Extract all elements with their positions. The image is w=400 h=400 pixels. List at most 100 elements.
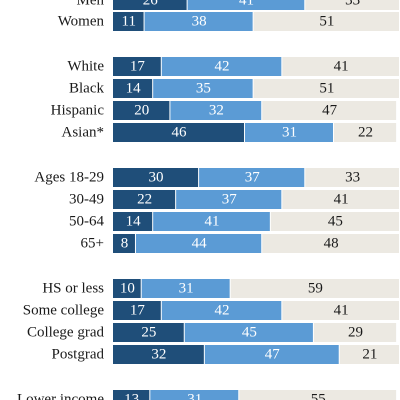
- bar-row-asian: Asian* 46 31 22: [62, 123, 397, 142]
- data-label-1-postgrad: 32: [151, 347, 166, 363]
- bar-segment-1-lower-income: [113, 390, 150, 400]
- row-label-hs-or-less: HS or less: [42, 281, 104, 297]
- bar-segment-1-college-grad: [113, 323, 184, 342]
- data-label-2-lower-income: 31: [187, 392, 202, 400]
- row-label-30-49: 30-49: [69, 192, 104, 208]
- bar-row-65: 65+ 8 44 48: [81, 234, 399, 253]
- data-label-1-asian: 46: [172, 125, 188, 141]
- data-label-2-hispanic: 32: [209, 103, 224, 119]
- data-label-3-college-grad: 29: [348, 325, 363, 341]
- bar-segment-2-black: [153, 79, 253, 98]
- row-label-some-college: Some college: [23, 303, 105, 319]
- data-label-1-30-49: 22: [137, 192, 152, 208]
- row-label-postgrad: Postgrad: [52, 347, 105, 363]
- row-label-black: Black: [69, 81, 104, 97]
- bar-segment-2-college-grad: [184, 323, 313, 342]
- bar-segment-1-ages-18-29: [113, 168, 199, 187]
- row-label-hispanic: Hispanic: [51, 103, 105, 119]
- data-label-2-college-grad: 45: [242, 325, 257, 341]
- data-label-2-white: 42: [215, 59, 230, 75]
- data-label-2-50-64: 41: [205, 214, 220, 230]
- bar-segment-1-hispanic: [113, 101, 170, 120]
- row-label-50-64: 50-64: [69, 214, 104, 230]
- data-label-2-asian: 31: [282, 125, 297, 141]
- bar-segment-1-women: [113, 12, 144, 31]
- data-label-1-hispanic: 20: [134, 103, 149, 119]
- bar-segment-1-white: [113, 57, 161, 76]
- bar-row-hispanic: Hispanic 20 32 47: [51, 101, 397, 120]
- data-label-1-50-64: 14: [126, 214, 142, 230]
- data-label-3-30-49: 41: [334, 192, 349, 208]
- data-label-1-65: 8: [121, 236, 129, 252]
- row-label-white: White: [67, 59, 104, 75]
- data-label-1-hs-or-less: 10: [120, 281, 135, 297]
- row-label-ages-18-29: Ages 18-29: [34, 170, 104, 186]
- bar-row-lower-income: Lower income 13 31 55: [17, 390, 397, 400]
- bar-segment-2-white: [161, 57, 282, 76]
- bar-row-30-49: 30-49 22 37 41: [69, 190, 399, 209]
- data-label-3-women: 51: [319, 14, 334, 30]
- data-label-3-asian: 22: [358, 125, 373, 141]
- bar-segment-2-postgrad: [204, 345, 339, 364]
- bar-segment-1-men: [113, 0, 187, 10]
- bar-segment-3-black: [253, 79, 399, 98]
- bar-segment-2-65: [135, 234, 262, 253]
- bar-row-college-grad: College grad 25 45 29: [27, 323, 397, 342]
- row-label-asian: Asian*: [62, 125, 105, 141]
- bar-segment-1-65: [113, 234, 135, 253]
- bar-row-ages-18-29: Ages 18-29 30 37 33: [34, 168, 399, 187]
- data-label-1-lower-income: 13: [124, 392, 139, 400]
- bar-segment-3-hs-or-less: [230, 279, 399, 298]
- data-label-1-women: 11: [122, 14, 136, 30]
- bar-segment-2-women: [144, 12, 253, 31]
- row-label-65: 65+: [81, 236, 104, 252]
- bar-segment-3-college-grad: [313, 323, 397, 342]
- data-label-2-black: 35: [196, 81, 211, 97]
- bar-segment-3-30-49: [282, 190, 399, 209]
- bar-segment-2-30-49: [176, 190, 282, 209]
- bar-segment-2-lower-income: [150, 390, 239, 400]
- bar-row-postgrad: Postgrad 32 47 21: [52, 345, 399, 364]
- data-label-2-women: 38: [192, 14, 207, 30]
- bar-segment-1-asian: [113, 123, 245, 142]
- bar-segment-1-postgrad: [113, 345, 204, 364]
- bar-segment-3-some-college: [282, 301, 399, 320]
- data-label-3-hs-or-less: 59: [308, 281, 323, 297]
- bar-segment-3-postgrad: [339, 345, 399, 364]
- data-label-2-65: 44: [192, 236, 208, 252]
- data-label-3-black: 51: [319, 81, 334, 97]
- bar-segment-3-50-64: [270, 212, 399, 231]
- data-label-3-lower-income: 55: [311, 392, 326, 400]
- bar-segment-1-30-49: [113, 190, 176, 209]
- bar-segment-3-women: [253, 12, 399, 31]
- data-label-1-black: 14: [126, 81, 142, 97]
- bar-segment-2-asian: [245, 123, 333, 142]
- bar-row-white: White 17 42 41: [67, 57, 399, 76]
- data-label-3-hispanic: 47: [322, 103, 338, 119]
- bar-row-50-64: 50-64 14 41 45: [69, 212, 399, 231]
- bar-segment-1-50-64: [113, 212, 153, 231]
- bar-segment-3-asian: [333, 123, 397, 142]
- data-label-2-ages-18-29: 37: [245, 170, 261, 186]
- bar-segment-3-ages-18-29: [305, 168, 399, 187]
- bar-row-men: Men 26 41 33: [77, 0, 399, 10]
- bar-segment-3-lower-income: [239, 390, 397, 400]
- bar-segment-2-men: [187, 0, 305, 10]
- data-label-1-white: 17: [130, 59, 146, 75]
- data-label-3-50-64: 45: [328, 214, 343, 230]
- bar-segment-3-65: [262, 234, 399, 253]
- data-label-1-some-college: 17: [130, 303, 146, 319]
- bar-segment-3-hispanic: [262, 101, 397, 120]
- data-label-3-some-college: 41: [334, 303, 349, 319]
- data-label-3-white: 41: [334, 59, 349, 75]
- bar-segment-2-ages-18-29: [199, 168, 305, 187]
- row-label-college-grad: College grad: [27, 325, 105, 341]
- data-label-1-men: 26: [143, 0, 159, 9]
- data-label-3-65: 48: [324, 236, 339, 252]
- data-label-2-some-college: 42: [215, 303, 230, 319]
- bar-segment-2-hs-or-less: [141, 279, 230, 298]
- data-label-2-hs-or-less: 31: [179, 281, 194, 297]
- bar-segment-1-black: [113, 79, 153, 98]
- bar-segment-1-hs-or-less: [113, 279, 141, 298]
